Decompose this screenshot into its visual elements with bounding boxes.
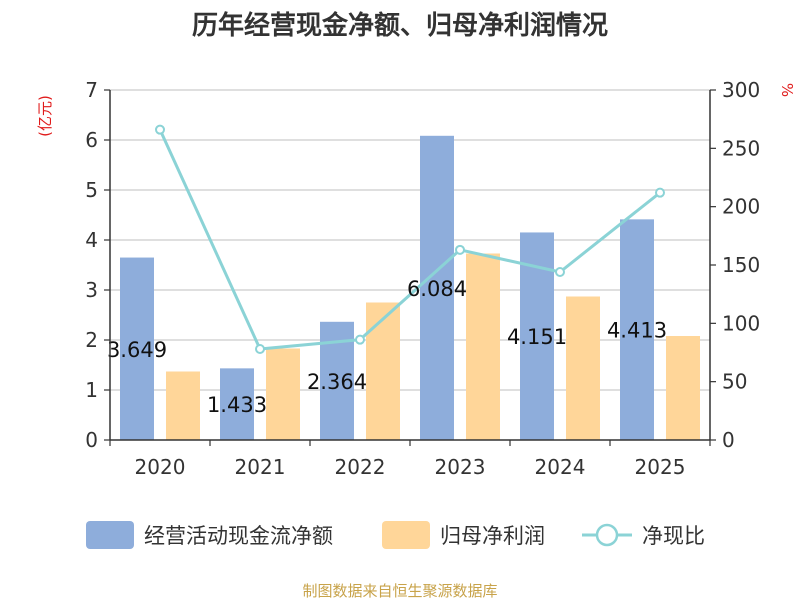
- cashflow-data-label: 3.649: [107, 338, 167, 362]
- right-axis-tick-label: 250: [722, 136, 760, 160]
- left-axis-tick-label: 4: [85, 228, 98, 252]
- legend-ratio-marker: [595, 523, 619, 547]
- x-axis-tick-label: 2024: [535, 455, 586, 479]
- right-axis-tick-label: 100: [722, 311, 760, 335]
- right-axis-tick-label: 0: [722, 428, 735, 452]
- legend-netprofit-label: 归母净利润: [440, 524, 545, 548]
- cashflow-bar: [420, 135, 454, 441]
- netprofit-bar: [166, 371, 200, 440]
- cashflow-data-label: 6.084: [407, 277, 467, 301]
- legend-cashflow-label: 经营活动现金流净额: [144, 524, 333, 548]
- ratio-point: [555, 267, 565, 277]
- axes: 0 1 2 3 4 5 6 7 0 50 100 150 200 250 300 2020 2021 2022 20…: [85, 78, 760, 479]
- netprofit-bar: [666, 336, 700, 440]
- ratio-point: [355, 334, 365, 345]
- cashflow-data-label: 2.364: [307, 370, 367, 394]
- right-axis-unit: %: [778, 83, 796, 97]
- ratio-line-path: [158, 129, 661, 351]
- cashflow-data-label: 1.433: [207, 393, 267, 417]
- ratio-line: [155, 124, 665, 354]
- legend: 经营活动现金流净额 归母净利润 净现比: [86, 521, 705, 549]
- ratio-point: [155, 124, 165, 135]
- left-axis-tick-label: 7: [85, 78, 98, 102]
- source-note: 制图数据来自恒生聚源数据库: [302, 582, 497, 600]
- left-axis-tick-label: 1: [85, 378, 98, 402]
- cashflow-data-label: 4.413: [607, 319, 667, 343]
- cashflow-data-label: 4.151: [507, 325, 567, 349]
- ratio-point: [455, 244, 465, 255]
- x-axis-tick-label: 2022: [335, 455, 386, 479]
- cashflow-bar: [620, 219, 654, 440]
- cashflow-bar: [220, 368, 254, 440]
- netprofit-bar: [366, 302, 400, 440]
- left-axis-tick-label: 6: [85, 128, 98, 152]
- netprofit-bar: [266, 348, 300, 440]
- right-axis-tick-label: 300: [722, 78, 760, 102]
- left-axis-tick-label: 5: [85, 178, 98, 202]
- netprofit-bar: [566, 296, 600, 440]
- x-axis-tick-label: 2023: [435, 455, 486, 479]
- legend-netprofit-swatch: [382, 521, 430, 549]
- legend-cashflow-swatch: [86, 521, 134, 549]
- x-axis-tick-label: 2020: [135, 455, 186, 479]
- right-axis-tick-label: 200: [722, 195, 760, 219]
- right-axis-tick-label: 50: [722, 370, 747, 394]
- ratio-point: [255, 344, 265, 354]
- chart-title: 历年经营现金净额、归母净利润情况: [192, 10, 608, 41]
- x-axis-tick-label: 2021: [235, 455, 286, 479]
- netprofit-bar: [466, 253, 500, 440]
- left-axis-unit: (亿元): [36, 95, 54, 137]
- x-axis-tick-label: 2025: [635, 455, 686, 479]
- cashflow-bar: [120, 257, 154, 440]
- left-axis-tick-label: 2: [85, 328, 98, 352]
- data-labels: 3.649 1.433 2.364 6.084 4.151 4.413: [107, 277, 667, 417]
- left-axis-tick-label: 0: [85, 428, 98, 452]
- ratio-point: [655, 187, 665, 198]
- legend-ratio-label: 净现比: [642, 524, 705, 548]
- bars: [120, 135, 700, 441]
- left-axis-tick-label: 3: [85, 278, 98, 302]
- right-axis-tick-label: 150: [722, 253, 760, 277]
